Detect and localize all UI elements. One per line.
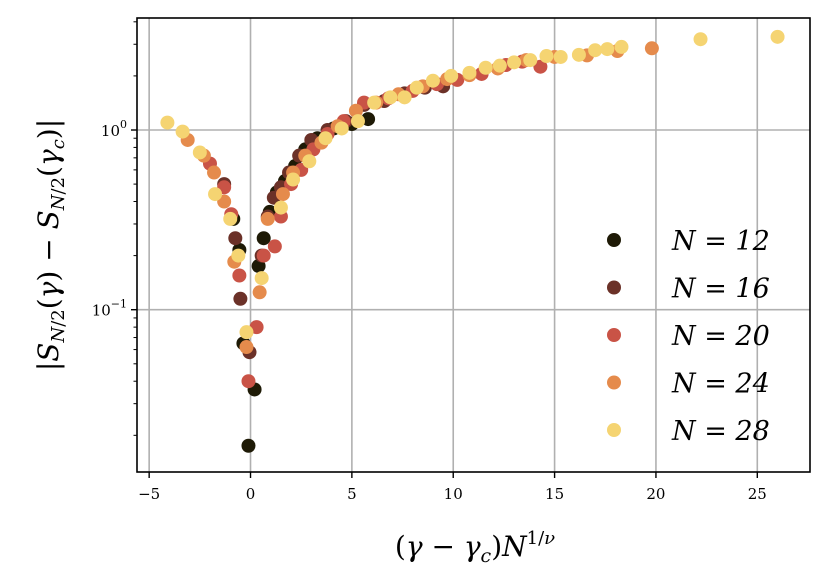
data-point (533, 59, 548, 74)
data-point (232, 268, 247, 283)
legend-label: N = 24 (671, 369, 770, 400)
plot-frame (136, 17, 811, 473)
x-tick-label: 10 (444, 485, 463, 503)
data-point (644, 41, 659, 56)
legend-marker (607, 233, 621, 247)
data-point (302, 154, 317, 169)
x-tick-label: −5 (138, 485, 160, 503)
legend-marker (607, 423, 621, 437)
data-point (492, 58, 507, 73)
legend: N = 12 N = 16 N = 20 N = 24 N = 28 (607, 226, 770, 447)
data-point (693, 32, 708, 47)
data-point (286, 172, 301, 187)
data-point (523, 53, 538, 68)
data-points (160, 29, 785, 453)
data-point (241, 374, 256, 389)
data-point (223, 211, 238, 226)
data-point (273, 200, 288, 215)
data-point (256, 248, 271, 263)
data-point (275, 187, 290, 202)
data-point (350, 114, 365, 129)
data-point (192, 145, 207, 160)
data-point (228, 231, 243, 246)
legend-marker (607, 280, 621, 295)
data-point (208, 187, 223, 202)
data-point (207, 165, 222, 180)
data-point (367, 95, 382, 110)
data-point (478, 60, 493, 75)
data-point (539, 49, 554, 64)
data-point (614, 39, 629, 54)
data-point (241, 438, 256, 453)
x-tick-label: 0 (246, 485, 256, 503)
data-point (260, 211, 275, 226)
data-point (770, 29, 785, 44)
data-point (588, 43, 603, 58)
data-point (231, 248, 246, 263)
legend-label: N = 20 (671, 321, 770, 352)
data-point (175, 124, 190, 139)
data-point (383, 90, 398, 105)
y-axis-label: |SN/2(γ) − SN/2(γc)| (32, 119, 69, 371)
legend-label: N = 12 (671, 226, 770, 257)
data-point (267, 239, 282, 254)
legend-label: N = 28 (671, 416, 770, 447)
data-point (409, 80, 424, 95)
data-point (334, 121, 349, 136)
data-point (462, 65, 477, 80)
x-axis-label: (γ − γc)N1/ν (395, 528, 555, 567)
y-tick-label: 100 (101, 118, 127, 140)
data-point (425, 73, 440, 88)
data-point (252, 285, 267, 300)
legend-marker (607, 328, 621, 342)
data-point (239, 340, 254, 355)
y-tick-label: 10−1 (92, 298, 127, 320)
data-point (254, 271, 269, 286)
data-point (553, 49, 568, 64)
data-point (507, 55, 522, 70)
data-point (239, 325, 254, 340)
legend-marker (607, 375, 621, 390)
data-point (571, 47, 586, 62)
x-tick-label: 5 (347, 485, 357, 503)
axis-ticks: −5 0 5 10 15 20 25 10−1 100 (92, 21, 767, 503)
data-point (160, 115, 175, 130)
x-tick-label: 20 (646, 485, 665, 503)
legend-label: N = 16 (671, 274, 770, 305)
data-point (233, 291, 248, 306)
data-point (348, 103, 363, 118)
x-tick-label: 15 (545, 485, 564, 503)
data-point (397, 90, 412, 105)
data-point (318, 131, 333, 146)
x-tick-label: 25 (748, 485, 767, 503)
data-point (256, 231, 271, 246)
data-point (600, 42, 615, 57)
data-point (444, 68, 459, 83)
grid-layer (137, 18, 810, 472)
